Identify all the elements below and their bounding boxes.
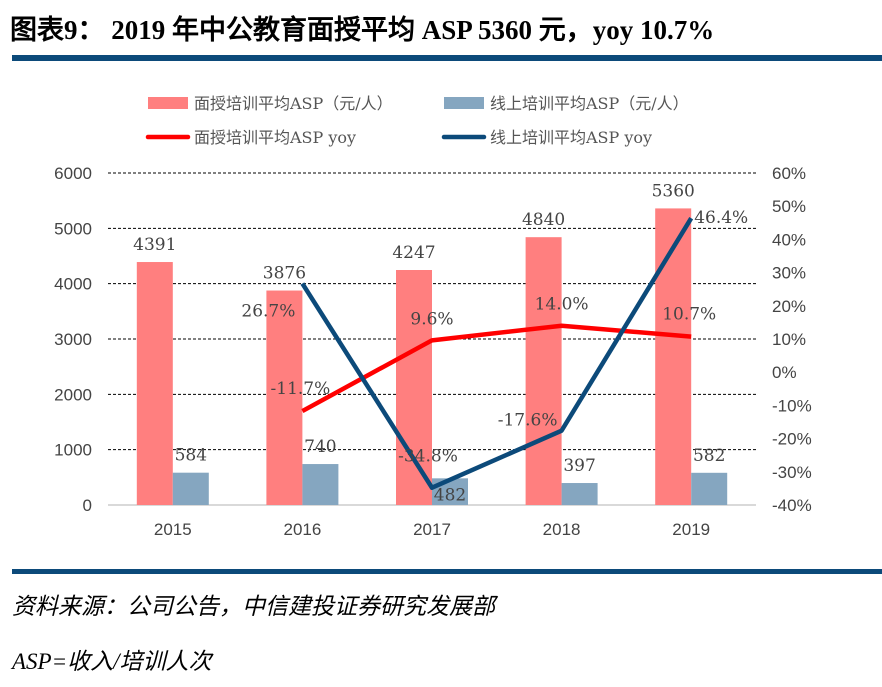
line-data-label: 46.4% <box>694 208 748 228</box>
line-data-label: -34.8% <box>398 447 458 467</box>
line-data-label: 14.0% <box>535 295 589 315</box>
bar-offline <box>136 262 173 505</box>
y2-tick-label: 30% <box>772 264 806 283</box>
x-tick-label: 2018 <box>543 520 581 539</box>
x-tick-label: 2016 <box>283 520 321 539</box>
line-data-label: -11.7% <box>271 379 331 399</box>
bar-offline <box>396 269 432 505</box>
bar-offline <box>525 237 562 506</box>
bar-online <box>691 472 728 505</box>
y-tick-label: 4000 <box>54 275 92 294</box>
bar-data-label: 740 <box>304 437 336 457</box>
bar-offline <box>266 290 303 505</box>
bar-data-label: 397 <box>563 456 595 476</box>
x-tick-label: 2015 <box>154 520 192 539</box>
x-tick-label: 2019 <box>672 520 710 539</box>
bar-data-label: 582 <box>693 446 725 466</box>
line-data-label: 26.7% <box>241 302 295 322</box>
y-tick-label: 0 <box>83 496 92 515</box>
bottom-rule <box>12 569 882 574</box>
y2-tick-label: 10% <box>772 330 806 349</box>
y2-tick-label: 20% <box>772 297 806 316</box>
y2-tick-label: -30% <box>772 463 812 482</box>
y-tick-label: 2000 <box>54 385 92 404</box>
y2-tick-label: 50% <box>772 197 806 216</box>
legend-label: 线上培训平均ASP yoy <box>490 128 652 147</box>
legend-swatch <box>444 97 484 109</box>
legend-swatch <box>148 97 188 109</box>
chart: 0 1000 2000 3000 4000 5000 6000 -40% -30% -20% -10… <box>54 94 812 539</box>
bar-data-label: 4840 <box>522 210 565 230</box>
y2-tick-label: 60% <box>772 164 806 183</box>
x-tick-label: 2017 <box>413 520 451 539</box>
bar-data-label: 482 <box>434 485 466 505</box>
bar-online <box>302 464 339 505</box>
legend-label: 线上培训平均ASP（元/人） <box>490 94 689 113</box>
line-data-label: 10.7% <box>662 305 716 325</box>
y2-tick-label: -10% <box>772 396 812 415</box>
y-tick-label: 3000 <box>54 330 92 349</box>
legend-label: 面授培训平均ASP yoy <box>194 128 356 147</box>
bar-online <box>561 483 598 505</box>
bar-data-label: 584 <box>175 446 207 466</box>
bar-data-label: 4391 <box>133 235 176 255</box>
y2-tick-label: -40% <box>772 496 812 515</box>
y-tick-label: 6000 <box>54 164 92 183</box>
source-note: 资料来源：公司公告，中信建投证券研究发展部 <box>12 594 495 619</box>
bar-data-label: 5360 <box>652 181 695 201</box>
figure-title: 图表9： 2019 年中公教育面授平均 ASP 5360 元，yoy 10.7% <box>10 15 715 45</box>
line-series-online <box>300 216 694 490</box>
y2-tick-label: -20% <box>772 430 812 449</box>
line-series-offline <box>301 323 692 414</box>
legend-label: 面授培训平均ASP（元/人） <box>194 94 393 113</box>
y2-tick-label: 40% <box>772 230 806 249</box>
y-tick-label: 5000 <box>54 219 92 238</box>
bar-online <box>172 472 209 505</box>
bar-offline <box>655 208 692 505</box>
y-tick-label: 1000 <box>54 441 92 460</box>
asp-note: ASP=收入/培训人次 <box>12 649 212 674</box>
bar-data-label: 4247 <box>392 243 435 263</box>
bar-data-label: 3876 <box>263 264 306 284</box>
line-data-label: -17.6% <box>498 411 558 431</box>
top-rule <box>12 55 882 61</box>
line-data-label: 9.6% <box>410 309 453 329</box>
y2-tick-label: 0% <box>772 363 797 382</box>
